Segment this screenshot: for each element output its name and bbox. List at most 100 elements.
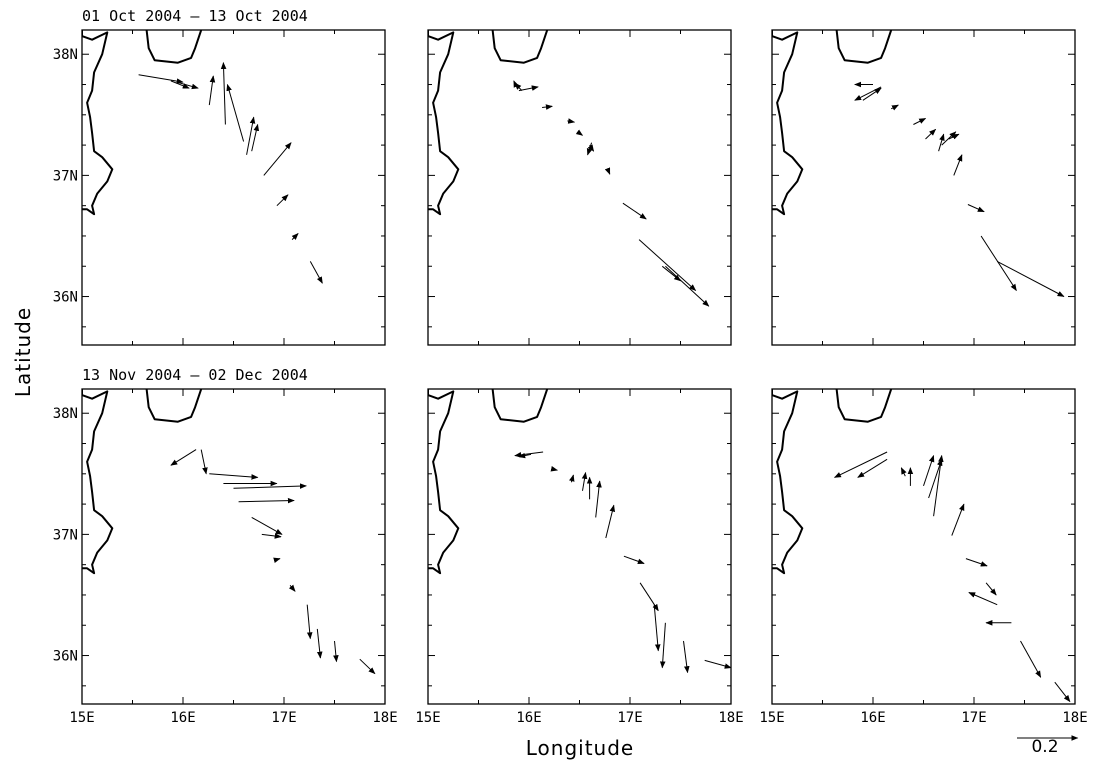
current-vector xyxy=(569,474,575,483)
current-vector xyxy=(967,204,985,213)
current-vector xyxy=(138,74,184,84)
current-vector xyxy=(623,555,645,564)
current-vector xyxy=(953,154,963,176)
panel-frame xyxy=(81,29,386,346)
y-tick-label: 36N xyxy=(53,649,78,665)
y-tick-label: 37N xyxy=(53,168,78,184)
current-vector xyxy=(595,480,602,518)
x-tick-label: 16E xyxy=(170,710,195,726)
panel-frame xyxy=(81,388,386,705)
coastline-calabria xyxy=(835,30,893,64)
panel-map-2 xyxy=(428,30,710,307)
current-vector xyxy=(518,85,539,92)
panel-6: 15E 16E 17E 18E xyxy=(759,388,1088,726)
current-vector xyxy=(659,622,666,669)
current-vector xyxy=(854,86,882,101)
x-tick-label: 17E xyxy=(961,710,986,726)
x-axis-title: Longitude xyxy=(526,736,634,760)
current-vector xyxy=(951,503,965,536)
y-tick-label: 38N xyxy=(53,406,78,422)
x-tick-label: 15E xyxy=(69,710,94,726)
current-vector xyxy=(518,452,532,459)
current-vector xyxy=(273,557,281,564)
current-vector xyxy=(833,451,888,478)
panel-map-5 xyxy=(428,389,731,674)
panel-2 xyxy=(427,29,732,346)
panel-5: 15E 16E 17E 18E xyxy=(415,388,744,726)
current-vector xyxy=(604,167,611,175)
current-vector xyxy=(251,516,283,535)
current-vector xyxy=(913,117,927,125)
current-vector xyxy=(514,82,523,91)
current-vector xyxy=(948,133,960,140)
panel-map-1 xyxy=(82,30,323,284)
current-vector xyxy=(291,233,299,240)
panel-map-6 xyxy=(772,389,1071,703)
current-vector xyxy=(968,592,998,606)
current-vector xyxy=(661,265,682,282)
x-tick-label: 15E xyxy=(415,710,440,726)
current-vector xyxy=(996,260,1065,297)
current-vector xyxy=(261,533,282,539)
panel-map-3 xyxy=(772,30,1065,297)
coastline-sicily xyxy=(82,389,114,575)
current-vector xyxy=(1054,681,1071,703)
current-vector xyxy=(941,131,957,146)
panel-1: 36N 37N 38N 01 Oct 2004 – 13 Oct 2004 xyxy=(53,7,386,346)
current-vector xyxy=(704,659,731,669)
y-tick-label: 37N xyxy=(53,527,78,543)
current-vector xyxy=(575,129,584,136)
coastline-calabria xyxy=(491,30,549,64)
current-vector xyxy=(862,87,882,101)
current-vector xyxy=(263,142,292,176)
coastline-sicily xyxy=(772,389,804,575)
y-axis-title: Latitude xyxy=(11,307,35,397)
scale-label: 0.2 xyxy=(1031,737,1058,757)
current-vector xyxy=(238,497,295,504)
current-vector xyxy=(928,458,943,499)
current-vector xyxy=(985,582,997,596)
coastline-calabria xyxy=(491,389,549,423)
current-vector xyxy=(220,62,227,125)
current-vector xyxy=(226,83,245,142)
y-tick-label: 36N xyxy=(53,290,78,306)
current-vector xyxy=(176,81,199,90)
current-vector xyxy=(209,473,259,480)
current-vector xyxy=(359,658,376,675)
current-vector xyxy=(857,458,888,478)
current-vector xyxy=(653,604,661,652)
x-tick-label: 18E xyxy=(718,710,743,726)
x-tick-label: 16E xyxy=(516,710,541,726)
current-vector xyxy=(938,133,945,152)
current-vector xyxy=(622,202,647,220)
current-vector xyxy=(251,123,260,152)
panel-3 xyxy=(771,29,1076,346)
current-vector xyxy=(890,104,899,111)
current-vector xyxy=(581,471,588,491)
coastline-sicily xyxy=(428,30,460,216)
panel-title: 01 Oct 2004 – 13 Oct 2004 xyxy=(82,7,308,25)
current-vector xyxy=(246,116,256,155)
panel-4: 36N 37N 38N 15E 16E 17E 18E 13 Nov 2004 – 02 De… xyxy=(53,366,398,726)
coastline-sicily xyxy=(82,30,114,216)
coastline-sicily xyxy=(772,30,804,216)
panel-frame xyxy=(771,29,1076,346)
x-tick-label: 15E xyxy=(759,710,784,726)
current-vector xyxy=(170,80,190,89)
x-tick-label: 17E xyxy=(271,710,296,726)
coastline-sicily xyxy=(428,389,460,575)
current-vector xyxy=(550,466,558,472)
current-vector xyxy=(933,454,944,517)
current-vector xyxy=(639,582,659,612)
current-vector xyxy=(900,467,907,477)
panels-group: 36N 37N 38N 01 Oct 2004 – 13 Oct 2004 36N 37N… xyxy=(53,7,1088,726)
current-vector xyxy=(170,449,197,466)
x-tick-label: 16E xyxy=(860,710,885,726)
scale-legend: 0.2 xyxy=(1017,735,1079,757)
current-vector xyxy=(200,449,208,475)
x-tick-label: 18E xyxy=(1062,710,1087,726)
current-vector xyxy=(233,483,307,489)
current-vector xyxy=(276,194,289,207)
coastline-calabria xyxy=(145,30,203,64)
